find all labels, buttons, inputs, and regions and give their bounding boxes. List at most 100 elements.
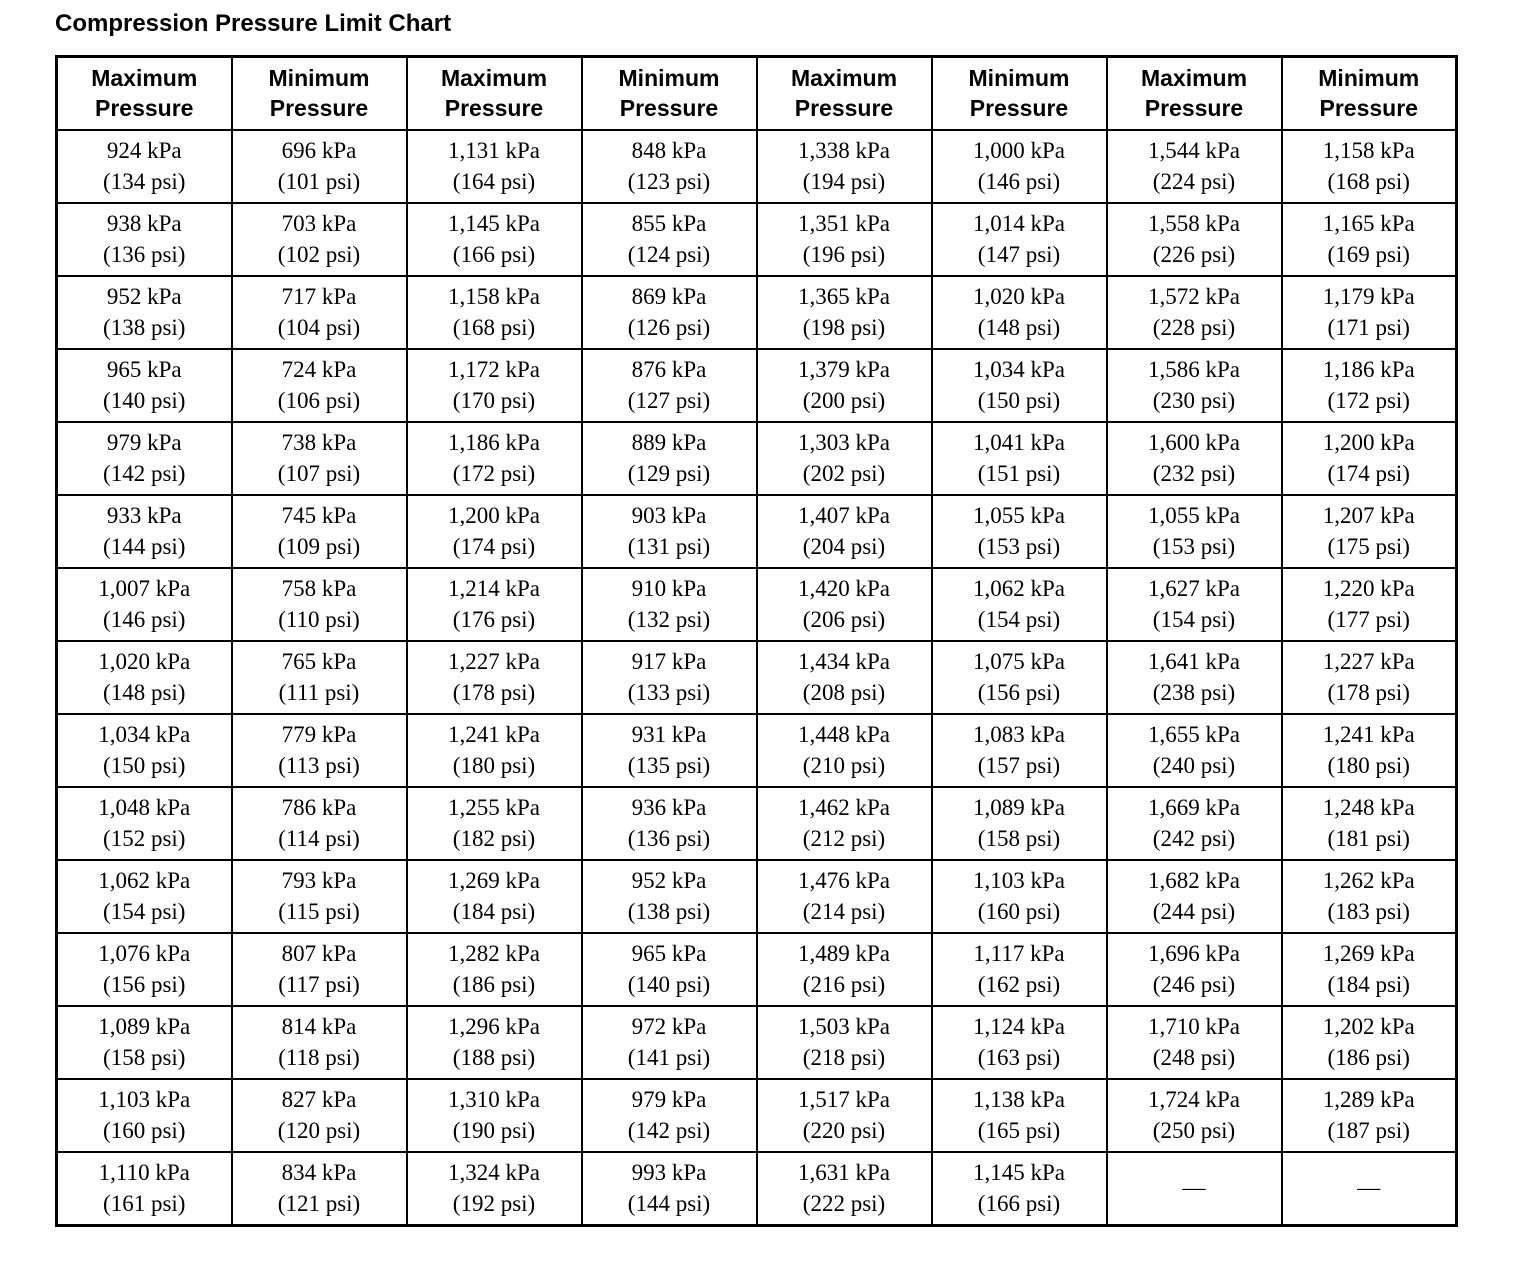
table-header: Maximum Pressure Minimum Pressure Maximum … (55, 55, 1458, 131)
table-cell: 1,255 kPa (182 psi) (405, 786, 583, 861)
compression-pressure-table: Maximum Pressure Minimum Pressure Maximum … (55, 55, 1458, 1227)
table-cell: 1,241 kPa (180 psi) (405, 713, 583, 788)
table-row: 1,110 kPa (161 psi) 834 kPa (121 psi) 1,32… (55, 1151, 1458, 1227)
table-cell: 1,165 kPa (169 psi) (1280, 202, 1458, 277)
table-row: 952 kPa (138 psi) 717 kPa (104 psi) 1,158 … (55, 275, 1458, 350)
table-cell: 1,034 kPa (150 psi) (55, 713, 233, 788)
table-cell: 1,269 kPa (184 psi) (405, 859, 583, 934)
table-cell: 924 kPa (134 psi) (55, 129, 233, 204)
table-cell: 1,145 kPa (166 psi) (930, 1151, 1108, 1227)
table-cell: 1,220 kPa (177 psi) (1280, 567, 1458, 642)
table-cell: 1,048 kPa (152 psi) (55, 786, 233, 861)
table-cell: 1,055 kPa (153 psi) (930, 494, 1108, 569)
table-cell: 1,489 kPa (216 psi) (755, 932, 933, 1007)
table-cell: 933 kPa (144 psi) (55, 494, 233, 569)
table-cell: 779 kPa (113 psi) (230, 713, 408, 788)
table-cell: 1,075 kPa (156 psi) (930, 640, 1108, 715)
table-cell: 1,296 kPa (188 psi) (405, 1005, 583, 1080)
table-cell: 1,020 kPa (148 psi) (55, 640, 233, 715)
table-cell: 1,379 kPa (200 psi) (755, 348, 933, 423)
table-cell: — (1280, 1151, 1458, 1227)
table-row: 933 kPa (144 psi) 745 kPa (109 psi) 1,200 … (55, 494, 1458, 569)
table-cell: 1,248 kPa (181 psi) (1280, 786, 1458, 861)
table-cell: 1,586 kPa (230 psi) (1105, 348, 1283, 423)
table-cell: 1,420 kPa (206 psi) (755, 567, 933, 642)
table-row: 1,007 kPa (146 psi) 758 kPa (110 psi) 1,21… (55, 567, 1458, 642)
table-cell: 814 kPa (118 psi) (230, 1005, 408, 1080)
table-cell: 703 kPa (102 psi) (230, 202, 408, 277)
table-cell: 1,158 kPa (168 psi) (405, 275, 583, 350)
table-cell: 1,200 kPa (174 psi) (405, 494, 583, 569)
table-cell: 1,062 kPa (154 psi) (55, 859, 233, 934)
table-row: 924 kPa (134 psi) 696 kPa (101 psi) 1,131 … (55, 129, 1458, 204)
table-cell: 1,641 kPa (238 psi) (1105, 640, 1283, 715)
table-row: 1,103 kPa (160 psi) 827 kPa (120 psi) 1,31… (55, 1078, 1458, 1153)
table-cell: 965 kPa (140 psi) (580, 932, 758, 1007)
table-cell: 1,089 kPa (158 psi) (55, 1005, 233, 1080)
table-cell: 1,462 kPa (212 psi) (755, 786, 933, 861)
table-cell: 917 kPa (133 psi) (580, 640, 758, 715)
table-cell: 889 kPa (129 psi) (580, 421, 758, 496)
table-cell: 1,131 kPa (164 psi) (405, 129, 583, 204)
table-cell: 827 kPa (120 psi) (230, 1078, 408, 1153)
table-cell: 1,186 kPa (172 psi) (1280, 348, 1458, 423)
table-cell: 1,517 kPa (220 psi) (755, 1078, 933, 1153)
table-cell: 1,103 kPa (160 psi) (55, 1078, 233, 1153)
table-row: 938 kPa (136 psi) 703 kPa (102 psi) 1,145 … (55, 202, 1458, 277)
table-cell: 1,407 kPa (204 psi) (755, 494, 933, 569)
table-cell: 979 kPa (142 psi) (55, 421, 233, 496)
table-cell: 1,158 kPa (168 psi) (1280, 129, 1458, 204)
table-cell: 834 kPa (121 psi) (230, 1151, 408, 1227)
table-cell: 876 kPa (127 psi) (580, 348, 758, 423)
table-cell: 965 kPa (140 psi) (55, 348, 233, 423)
table-cell: 1,076 kPa (156 psi) (55, 932, 233, 1007)
table-cell: 1,124 kPa (163 psi) (930, 1005, 1108, 1080)
table-cell: 1,572 kPa (228 psi) (1105, 275, 1283, 350)
table-cell: 1,007 kPa (146 psi) (55, 567, 233, 642)
table-cell: 1,282 kPa (186 psi) (405, 932, 583, 1007)
table-cell: 952 kPa (138 psi) (55, 275, 233, 350)
table-cell: 1,627 kPa (154 psi) (1105, 567, 1283, 642)
table-cell: 1,241 kPa (180 psi) (1280, 713, 1458, 788)
table-row: 1,062 kPa (154 psi) 793 kPa (115 psi) 1,26… (55, 859, 1458, 934)
table-cell: 1,227 kPa (178 psi) (1280, 640, 1458, 715)
table-cell: 786 kPa (114 psi) (230, 786, 408, 861)
table-cell: 1,145 kPa (166 psi) (405, 202, 583, 277)
table-cell: 1,710 kPa (248 psi) (1105, 1005, 1283, 1080)
table-cell: 1,558 kPa (226 psi) (1105, 202, 1283, 277)
table-cell: 1,138 kPa (165 psi) (930, 1078, 1108, 1153)
table-cell: 1,338 kPa (194 psi) (755, 129, 933, 204)
table-cell: 1,724 kPa (250 psi) (1105, 1078, 1283, 1153)
table-row: 1,076 kPa (156 psi) 807 kPa (117 psi) 1,28… (55, 932, 1458, 1007)
table-cell: 1,434 kPa (208 psi) (755, 640, 933, 715)
table-cell: 1,351 kPa (196 psi) (755, 202, 933, 277)
header-cell: Maximum Pressure (755, 55, 933, 131)
header-cell: Minimum Pressure (1280, 55, 1458, 131)
table-cell: 1,200 kPa (174 psi) (1280, 421, 1458, 496)
table-cell: 972 kPa (141 psi) (580, 1005, 758, 1080)
table-cell: 1,179 kPa (171 psi) (1280, 275, 1458, 350)
table-cell: 1,544 kPa (224 psi) (1105, 129, 1283, 204)
table-cell: 993 kPa (144 psi) (580, 1151, 758, 1227)
table-cell: 1,310 kPa (190 psi) (405, 1078, 583, 1153)
table-cell: 1,448 kPa (210 psi) (755, 713, 933, 788)
table-row: 965 kPa (140 psi) 724 kPa (106 psi) 1,172 … (55, 348, 1458, 423)
table-cell: 793 kPa (115 psi) (230, 859, 408, 934)
table-cell: 1,214 kPa (176 psi) (405, 567, 583, 642)
table-cell: 1,227 kPa (178 psi) (405, 640, 583, 715)
table-cell: 869 kPa (126 psi) (580, 275, 758, 350)
header-cell: Maximum Pressure (55, 55, 233, 131)
table-cell: 1,110 kPa (161 psi) (55, 1151, 233, 1227)
table-cell: 1,262 kPa (183 psi) (1280, 859, 1458, 934)
table-cell: 765 kPa (111 psi) (230, 640, 408, 715)
table-cell: 1,034 kPa (150 psi) (930, 348, 1108, 423)
header-cell: Maximum Pressure (1105, 55, 1283, 131)
table-cell: 807 kPa (117 psi) (230, 932, 408, 1007)
table-header-row: Maximum Pressure Minimum Pressure Maximum … (55, 55, 1458, 131)
table-row: 1,048 kPa (152 psi) 786 kPa (114 psi) 1,25… (55, 786, 1458, 861)
table-cell: 738 kPa (107 psi) (230, 421, 408, 496)
table-cell: 952 kPa (138 psi) (580, 859, 758, 934)
table-cell: 1,202 kPa (186 psi) (1280, 1005, 1458, 1080)
table-cell: 903 kPa (131 psi) (580, 494, 758, 569)
